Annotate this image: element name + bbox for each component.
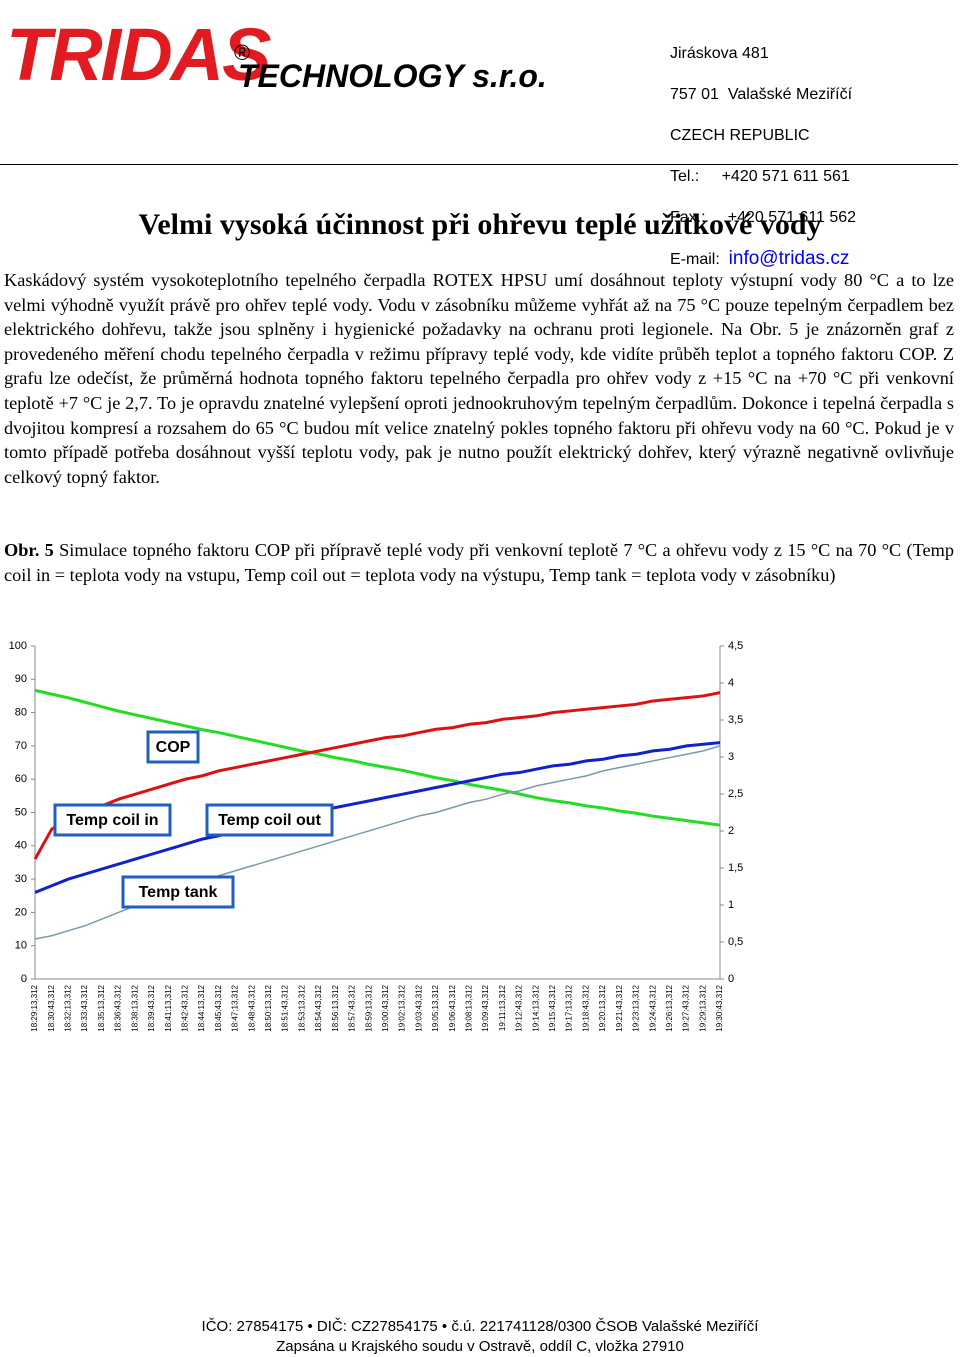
x-tick-label: 19:21:43,312 [615, 984, 624, 1031]
y-tick-label: 0 [21, 973, 27, 985]
logo-sub: TECHNOLOGY s.r.o. [238, 58, 547, 94]
x-tick-label: 18:48:43,312 [247, 984, 256, 1031]
footer-line: Zapsána u Krajského soudu v Ostravě, odd… [276, 1338, 684, 1355]
caption: Obr. 5 Simulace topného faktoru COP při … [4, 538, 954, 587]
title: Velmi vysoká účinnost při ohřevu teplé u… [138, 208, 822, 241]
x-tick-label: 19:11:13,312 [498, 984, 507, 1031]
x-tick-label: 19:14:13,312 [531, 984, 540, 1031]
x-tick-label: 19:08:13,312 [464, 984, 473, 1031]
address-line: CZECH REPUBLIC [670, 126, 810, 144]
email-link[interactable]: info@tridas.cz [728, 247, 850, 269]
x-tick-label: 19:15:43,312 [548, 984, 557, 1031]
y2-tick-label: 3 [728, 751, 734, 763]
y-tick-label: 100 [9, 640, 27, 652]
x-tick-label: 18:29:13,312 [30, 984, 39, 1031]
y-tick-label: 90 [15, 673, 27, 685]
email-label: E-mail: [670, 250, 720, 268]
x-tick-label: 18:56:13,312 [331, 984, 340, 1031]
y2-tick-label: 0 [728, 973, 734, 985]
series-label: Temp coil out [218, 812, 321, 829]
address-line: Tel.: +420 571 611 561 [670, 167, 850, 185]
y2-tick-label: 2 [728, 825, 734, 837]
x-tick-label: 19:26:13,312 [665, 984, 674, 1031]
address: Jiráskova 481 757 01 Valašské Meziříčí C… [670, 23, 856, 291]
logo-mark: ® [234, 40, 251, 65]
caption-label: Obr. 5 [4, 540, 54, 560]
x-tick-label: 18:50:13,312 [264, 984, 273, 1031]
paragraph: Kaskádový systém vysokoteplotního tepeln… [4, 270, 954, 487]
series-line [34, 741, 721, 894]
x-tick-label: 18:53:13,312 [297, 984, 306, 1031]
series-label: Temp tank [139, 884, 218, 901]
x-tick-label: 19:30:43,312 [715, 984, 724, 1031]
y2-tick-label: 1 [728, 899, 734, 911]
x-tick-label: 18:47:13,312 [231, 984, 240, 1031]
x-tick-label: 19:00:43,312 [381, 984, 390, 1031]
caption-text: Simulace topného faktoru COP při příprav… [4, 540, 954, 585]
logo: TRIDAS [6, 13, 271, 96]
y-tick-label: 40 [15, 840, 27, 852]
header-rule [0, 164, 958, 165]
address-line: Fax.: +420 571 611 562 [670, 208, 857, 226]
y2-tick-label: 4 [728, 677, 734, 689]
x-tick-label: 18:36:43,312 [114, 984, 123, 1031]
x-tick-label: 19:03:43,312 [414, 984, 423, 1031]
x-tick-label: 19:18:43,312 [581, 984, 590, 1031]
series-label-box [53, 803, 172, 837]
series-line [33, 691, 721, 860]
series-label-box [205, 803, 334, 837]
y2-tick-label: 2,5 [728, 788, 743, 800]
footer-line: IČO: 27854175 • DIČ: CZ27854175 • č.ú. 2… [201, 1318, 759, 1335]
x-tick-label: 19:05:13,312 [431, 984, 440, 1031]
x-tick-label: 19:02:13,312 [398, 984, 407, 1031]
x-tick-label: 19:09:43,312 [481, 984, 490, 1031]
series-line [34, 688, 721, 827]
y-tick-label: 20 [15, 906, 27, 918]
x-tick-label: 19:27:43,312 [682, 984, 691, 1031]
x-tick-label: 19:23:13,312 [632, 984, 641, 1031]
chart: 0 10 20 30 40 50 60 70 80 90 100 0 0,5 1 1,5 2 2,5 3 3,5 4 4… [0, 630, 760, 1040]
y2-tick-label: 0,5 [728, 936, 743, 948]
series-label: Temp coil in [66, 812, 158, 829]
x-tick-label: 18:45:43,312 [214, 984, 223, 1031]
x-tick-label: 18:30:43,312 [47, 984, 56, 1031]
x-tick-label: 18:33:43,312 [80, 984, 89, 1031]
y-tick-label: 50 [15, 806, 27, 818]
series-label: COP [156, 739, 191, 756]
series-label-box [146, 730, 200, 764]
x-tick-label: 19:06:43,312 [448, 984, 457, 1031]
x-tick-label: 18:51:43,312 [281, 984, 290, 1031]
x-tick-label: 18:54:43,312 [314, 984, 323, 1031]
x-tick-label: 18:44:13,312 [197, 984, 206, 1031]
x-tick-label: 19:12:43,312 [515, 984, 524, 1031]
x-tick-label: 18:41:13,312 [164, 984, 173, 1031]
y2-tick-label: 3,5 [728, 714, 743, 726]
y2-tick-label: 4,5 [728, 640, 743, 652]
x-tick-label: 18:38:13,312 [130, 984, 139, 1031]
y-tick-label: 80 [15, 707, 27, 719]
x-tick-label: 19:17:13,312 [565, 984, 574, 1031]
y-tick-label: 10 [15, 940, 27, 952]
x-tick-label: 18:32:13,312 [64, 984, 73, 1031]
y-tick-label: 60 [15, 773, 27, 785]
address-line: Jiráskova 481 [670, 44, 769, 62]
y2-tick-label: 1,5 [728, 862, 743, 874]
x-tick-label: 19:29:13,312 [698, 984, 707, 1031]
x-tick-label: 18:39:43,312 [147, 984, 156, 1031]
x-tick-label: 18:59:13,312 [364, 984, 373, 1031]
series-label-box [121, 875, 235, 909]
y-tick-label: 70 [15, 740, 27, 752]
x-tick-label: 18:57:43,312 [348, 984, 357, 1031]
x-tick-label: 18:42:43,312 [180, 984, 189, 1031]
y-tick-label: 30 [15, 873, 27, 885]
x-tick-label: 19:20:13,312 [598, 984, 607, 1031]
x-tick-label: 18:35:13,312 [97, 984, 106, 1031]
address-line: 757 01 Valašské Meziříčí [670, 85, 853, 103]
x-tick-label: 19:24:43,312 [648, 984, 657, 1031]
